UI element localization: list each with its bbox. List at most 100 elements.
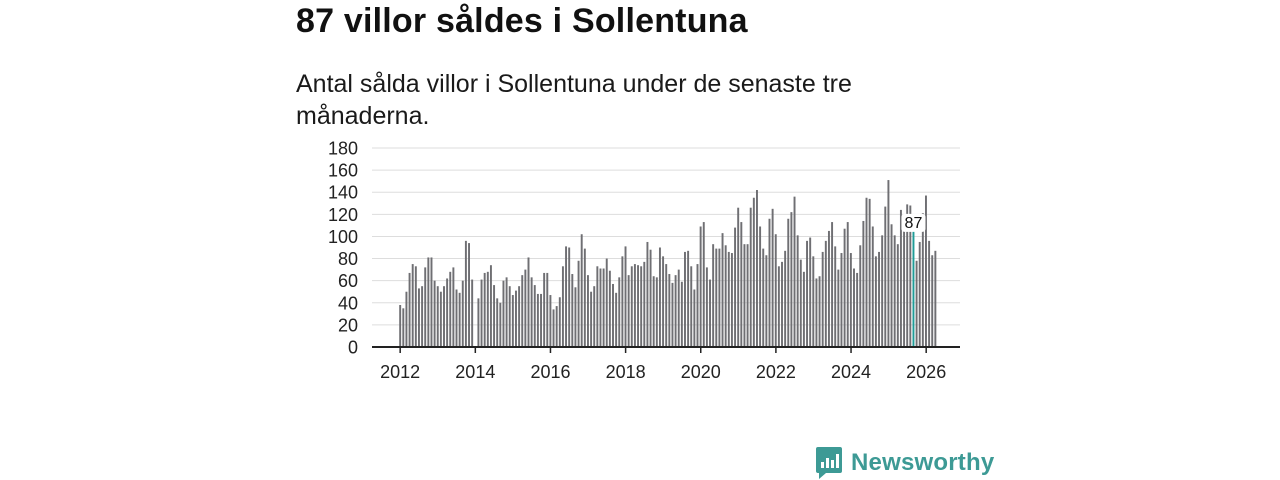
bar-84 — [662, 256, 665, 347]
bar-43 — [533, 285, 536, 347]
y-tick-label-40: 40 — [338, 293, 358, 313]
bar-81 — [652, 276, 655, 347]
bar-85 — [665, 264, 668, 347]
bar-151 — [871, 226, 874, 347]
bar-102 — [718, 248, 721, 347]
bar-131 — [809, 237, 812, 347]
bar-143 — [846, 222, 849, 347]
bar-160 — [899, 209, 902, 347]
bar-156 — [887, 180, 890, 347]
bar-58 — [580, 234, 583, 347]
x-tick-label-2022: 2022 — [756, 362, 796, 382]
bar-144 — [849, 253, 852, 347]
bar-25 — [477, 298, 480, 347]
brand-name: Newsworthy — [851, 449, 995, 476]
y-tick-label-0: 0 — [348, 338, 358, 358]
bar-87 — [671, 282, 674, 347]
bar-21 — [464, 240, 467, 347]
bar-153 — [878, 251, 880, 347]
bar-135 — [821, 251, 824, 347]
bar-45 — [540, 293, 542, 347]
bar-68 — [612, 283, 614, 347]
bar-149 — [865, 197, 868, 347]
bar-99 — [709, 279, 711, 347]
bar-10 — [430, 257, 433, 347]
bar-27 — [483, 272, 486, 347]
bar-79 — [646, 241, 649, 347]
x-tick-label-2016: 2016 — [530, 362, 570, 382]
x-tick-label-2012: 2012 — [380, 362, 420, 382]
bar-36 — [511, 295, 514, 347]
bar-20 — [461, 280, 464, 347]
bar-62 — [593, 286, 596, 347]
x-tick-label-2026: 2026 — [906, 362, 946, 382]
bar-128 — [799, 259, 802, 347]
bar-61 — [590, 291, 593, 347]
bar-90 — [680, 281, 683, 347]
bar-138 — [831, 222, 834, 347]
bar-29 — [489, 265, 492, 347]
bar-132 — [812, 256, 815, 347]
bar-50 — [555, 306, 558, 347]
bar-83 — [658, 247, 661, 347]
bar-111 — [746, 244, 749, 347]
bar-95 — [696, 264, 699, 347]
bar-34 — [505, 277, 508, 347]
bar-39 — [521, 275, 524, 347]
bar-32 — [499, 302, 502, 347]
bar-163 — [909, 205, 912, 347]
bar-23 — [471, 279, 474, 347]
callout-value-label: 87 — [905, 215, 923, 232]
page-title: 87 villor såldes i Sollentuna — [296, 2, 748, 40]
bar-139 — [834, 246, 837, 347]
bar-157 — [890, 224, 893, 347]
bar-9 — [427, 257, 430, 347]
x-tick-label-2014: 2014 — [455, 362, 495, 382]
bar-75 — [633, 264, 636, 347]
newsworthy-brand[interactable]: Newsworthy — [815, 446, 994, 480]
bar-161 — [903, 217, 906, 347]
bar-22 — [468, 243, 470, 347]
bar-100 — [712, 244, 715, 347]
bar-3 — [408, 272, 411, 347]
bar-64 — [599, 268, 602, 347]
bar-46 — [543, 272, 546, 347]
y-tick-label-140: 140 — [328, 183, 358, 203]
bar-117 — [765, 255, 768, 347]
bar-122 — [781, 261, 783, 347]
bar-125 — [790, 212, 793, 347]
bar-42 — [530, 277, 533, 347]
bar-127 — [796, 235, 799, 347]
bar-59 — [583, 248, 586, 347]
bar-94 — [693, 289, 696, 347]
bar-19 — [458, 292, 461, 347]
bar-88 — [674, 275, 677, 347]
bar-115 — [759, 226, 762, 347]
bar-120 — [774, 234, 777, 347]
bar-148 — [862, 220, 865, 347]
bar-66 — [605, 258, 608, 347]
bar-123 — [784, 250, 787, 347]
bar-35 — [508, 286, 511, 347]
bar-65 — [602, 268, 605, 347]
bar-113 — [752, 197, 755, 347]
bar-165 — [915, 260, 918, 347]
y-tick-label-20: 20 — [338, 315, 358, 335]
chart-subtitle: Antal sålda villor i Sollentuna under de… — [296, 70, 852, 130]
bar-110 — [743, 244, 746, 347]
bar-51 — [558, 297, 561, 347]
bar-166 — [918, 241, 921, 347]
bar-152 — [874, 256, 877, 347]
bar-0 — [399, 304, 402, 347]
bar-86 — [668, 274, 671, 347]
bar-63 — [596, 266, 599, 347]
bar-55 — [571, 274, 574, 347]
bar-49 — [552, 309, 555, 347]
bar-18 — [455, 289, 458, 347]
bar-4 — [411, 264, 414, 347]
bar-89 — [677, 269, 680, 347]
bar-167 — [921, 213, 924, 347]
bar-7 — [421, 286, 424, 347]
bar-118 — [768, 218, 771, 347]
